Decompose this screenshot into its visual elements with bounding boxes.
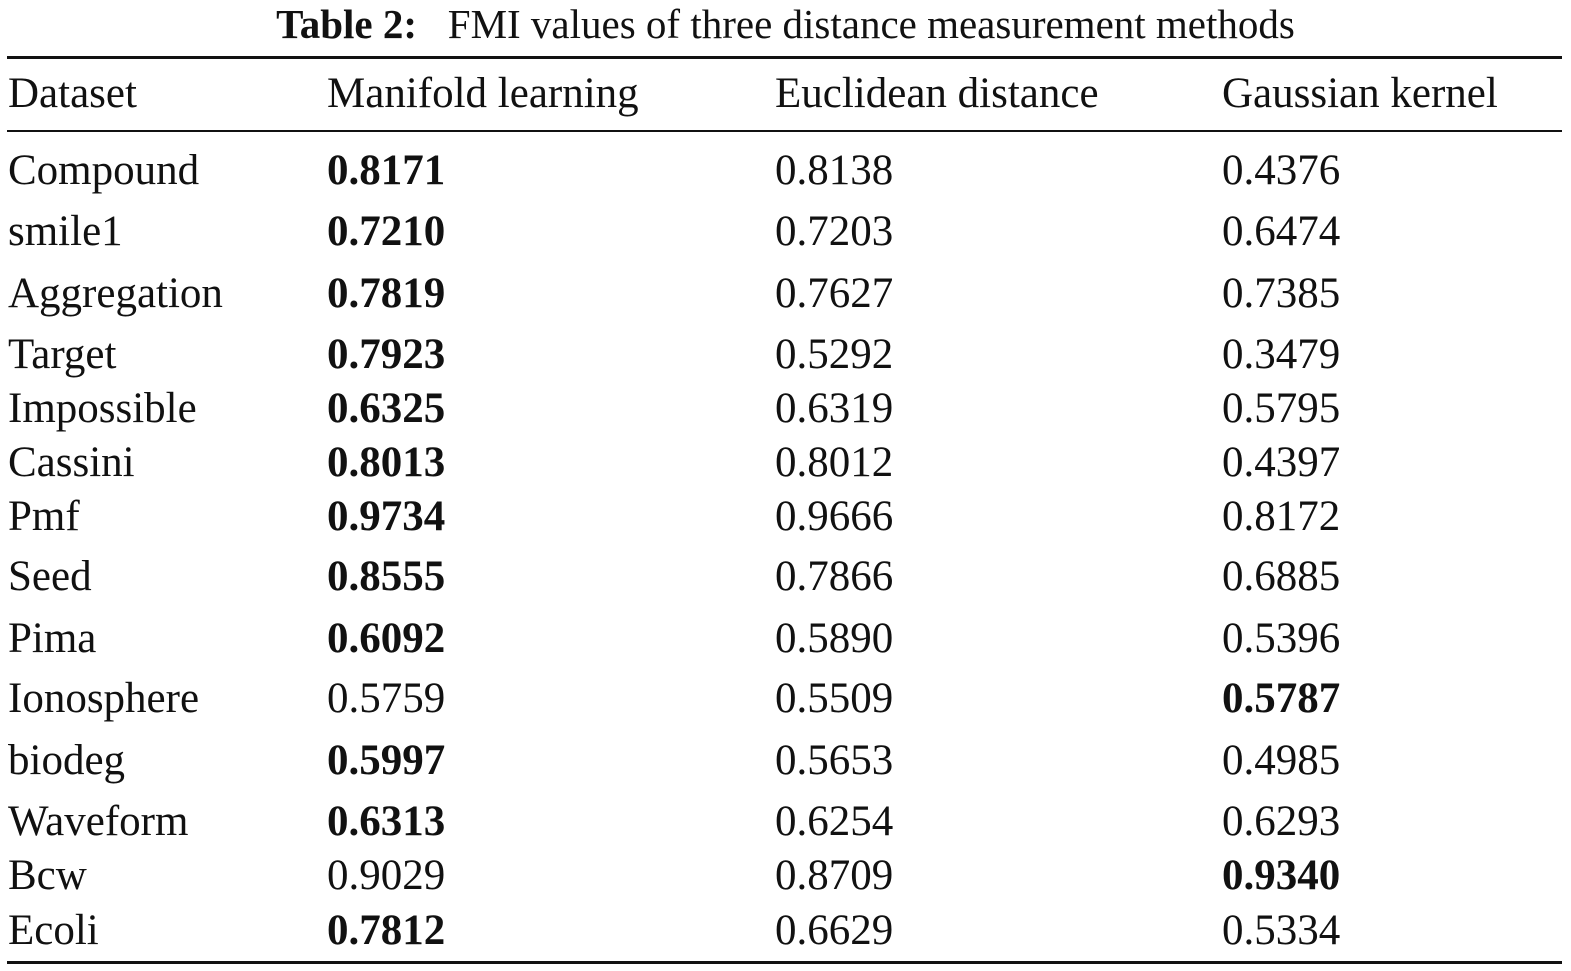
dataset-cell: Impossible	[8, 385, 197, 432]
table-row: Compound 0.8171 0.8138 0.4376	[0, 143, 1571, 199]
table-row: Seed 0.8555 0.7866 0.6885	[0, 549, 1571, 605]
table-row: Waveform 0.6313 0.6254 0.6293	[0, 794, 1571, 850]
euclidean-distance-cell: 0.8012	[775, 439, 894, 486]
top-rule	[7, 56, 1562, 59]
dataset-cell: Ionosphere	[8, 675, 200, 722]
euclidean-distance-cell: 0.5890	[775, 615, 894, 662]
euclidean-distance-cell: 0.9666	[775, 493, 894, 540]
dataset-cell: Cassini	[8, 439, 135, 486]
gaussian-kernel-cell: 0.6885	[1222, 553, 1341, 600]
euclidean-distance-cell: 0.7203	[775, 208, 894, 255]
table-row: biodeg 0.5997 0.5653 0.4985	[0, 733, 1571, 789]
gaussian-kernel-cell: 0.7385	[1222, 270, 1341, 317]
manifold-learning-cell: 0.9734	[327, 493, 446, 540]
table-row: smile1 0.7210 0.7203 0.6474	[0, 204, 1571, 260]
gaussian-kernel-cell: 0.4985	[1222, 737, 1341, 784]
dataset-cell: Pima	[8, 615, 97, 662]
dataset-cell: Pmf	[8, 493, 80, 540]
dataset-cell: biodeg	[8, 737, 126, 784]
dataset-cell: Aggregation	[8, 270, 223, 317]
euclidean-distance-cell: 0.8709	[775, 852, 894, 899]
gaussian-kernel-cell: 0.5396	[1222, 615, 1341, 662]
euclidean-distance-cell: 0.7866	[775, 553, 894, 600]
gaussian-kernel-cell: 0.6293	[1222, 798, 1341, 845]
manifold-learning-cell: 0.9029	[327, 852, 446, 899]
dataset-cell: Ecoli	[8, 907, 99, 954]
gaussian-kernel-cell: 0.6474	[1222, 208, 1341, 255]
manifold-learning-cell: 0.5997	[327, 737, 446, 784]
manifold-learning-cell: 0.8013	[327, 439, 446, 486]
manifold-learning-cell: 0.6313	[327, 798, 446, 845]
table-row: Ionosphere 0.5759 0.5509 0.5787	[0, 671, 1571, 727]
header-manifold-learning: Manifold learning	[327, 70, 639, 117]
dataset-cell: smile1	[8, 208, 123, 255]
header-rule	[7, 130, 1562, 132]
gaussian-kernel-cell: 0.8172	[1222, 493, 1341, 540]
euclidean-distance-cell: 0.7627	[775, 270, 894, 317]
table-row: Cassini 0.8013 0.8012 0.4397	[0, 435, 1571, 491]
table-row: Impossible 0.6325 0.6319 0.5795	[0, 381, 1571, 437]
manifold-learning-cell: 0.7923	[327, 331, 446, 378]
gaussian-kernel-cell: 0.3479	[1222, 331, 1341, 378]
dataset-cell: Bcw	[8, 852, 87, 899]
caption-label: Table 2:	[276, 1, 418, 47]
euclidean-distance-cell: 0.5653	[775, 737, 894, 784]
table-row: Pmf 0.9734 0.9666 0.8172	[0, 489, 1571, 545]
gaussian-kernel-cell: 0.9340	[1222, 852, 1341, 899]
table-row: Aggregation 0.7819 0.7627 0.7385	[0, 266, 1571, 322]
table-caption: Table 2: FMI values of three distance me…	[0, 0, 1571, 52]
manifold-learning-cell: 0.7210	[327, 208, 446, 255]
gaussian-kernel-cell: 0.5795	[1222, 385, 1341, 432]
euclidean-distance-cell: 0.8138	[775, 147, 894, 194]
caption-title: FMI values of three distance measurement…	[447, 1, 1295, 47]
manifold-learning-cell: 0.5759	[327, 675, 446, 722]
table-row: Bcw 0.9029 0.8709 0.9340	[0, 848, 1571, 904]
dataset-cell: Seed	[8, 553, 92, 600]
gaussian-kernel-cell: 0.5787	[1222, 675, 1341, 722]
caption-text: FMI values of three distance measurement…	[427, 1, 1295, 47]
header-row: Dataset Manifold learning Euclidean dist…	[0, 66, 1571, 122]
manifold-learning-cell: 0.8171	[327, 147, 446, 194]
euclidean-distance-cell: 0.5292	[775, 331, 894, 378]
dataset-cell: Compound	[8, 147, 200, 194]
gaussian-kernel-cell: 0.4397	[1222, 439, 1341, 486]
bottom-rule	[7, 961, 1562, 964]
header-gaussian-kernel: Gaussian kernel	[1222, 70, 1498, 117]
dataset-cell: Waveform	[8, 798, 189, 845]
gaussian-kernel-cell: 0.4376	[1222, 147, 1341, 194]
dataset-cell: Target	[8, 331, 117, 378]
header-dataset: Dataset	[8, 70, 137, 117]
manifold-learning-cell: 0.7812	[327, 907, 446, 954]
euclidean-distance-cell: 0.6319	[775, 385, 894, 432]
table-row: Pima 0.6092 0.5890 0.5396	[0, 611, 1571, 667]
gaussian-kernel-cell: 0.5334	[1222, 907, 1341, 954]
header-euclidean-distance: Euclidean distance	[775, 70, 1099, 117]
table-row: Target 0.7923 0.5292 0.3479	[0, 327, 1571, 383]
euclidean-distance-cell: 0.6629	[775, 907, 894, 954]
table-row: Ecoli 0.7812 0.6629 0.5334	[0, 903, 1571, 959]
euclidean-distance-cell: 0.5509	[775, 675, 894, 722]
manifold-learning-cell: 0.8555	[327, 553, 446, 600]
manifold-learning-cell: 0.6092	[327, 615, 446, 662]
euclidean-distance-cell: 0.6254	[775, 798, 894, 845]
manifold-learning-cell: 0.6325	[327, 385, 446, 432]
manifold-learning-cell: 0.7819	[327, 270, 446, 317]
